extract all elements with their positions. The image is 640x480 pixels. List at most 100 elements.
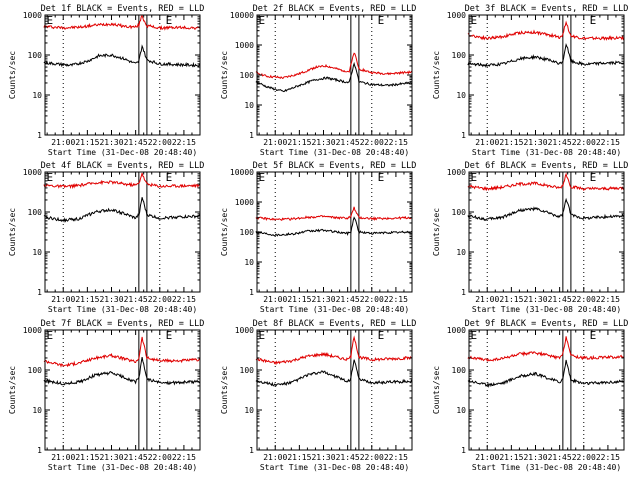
y-tick-label: 100 bbox=[452, 208, 467, 217]
events-series-line bbox=[43, 44, 201, 68]
x-tick-label: 21:30 bbox=[523, 138, 547, 147]
y-tick-label: 100 bbox=[240, 71, 255, 80]
plot-frame bbox=[44, 329, 201, 451]
x-axis-label: Start Time (31-Dec-08 20:48:40) bbox=[472, 305, 621, 314]
y-tick-label: 100 bbox=[28, 51, 43, 60]
y-tick-label: 1000 bbox=[23, 11, 42, 20]
x-axis-label: Start Time (31-Dec-08 20:48:40) bbox=[260, 148, 409, 157]
x-tick-label: 21:15 bbox=[75, 138, 99, 147]
x-tick-label: 21:45 bbox=[548, 295, 572, 304]
y-tick-label: 10 bbox=[456, 406, 466, 415]
marker-label-e: E bbox=[378, 14, 385, 27]
y-axis-label: Counts/sec bbox=[432, 366, 441, 414]
events-series-line bbox=[43, 197, 201, 223]
panel-title: Det 6f BLACK = Events, RED = LLD bbox=[465, 161, 629, 171]
y-tick-label: 10000 bbox=[230, 11, 254, 20]
y-axis-label: Counts/sec bbox=[8, 51, 17, 99]
x-tick-label: 22:00 bbox=[360, 138, 384, 147]
x-tick-label: 21:45 bbox=[124, 295, 148, 304]
events-series-line bbox=[255, 359, 413, 387]
x-tick-label: 21:00 bbox=[475, 295, 499, 304]
x-tick-label: 21:00 bbox=[475, 138, 499, 147]
x-tick-label: 21:15 bbox=[75, 453, 99, 462]
y-tick-label: 10 bbox=[32, 91, 42, 100]
marker-label-e: E bbox=[259, 14, 266, 27]
x-tick-label: 22:15 bbox=[596, 295, 620, 304]
marker-label-e: E bbox=[590, 14, 597, 27]
x-tick-label: 22:00 bbox=[572, 453, 596, 462]
y-tick-label: 10 bbox=[244, 101, 254, 110]
marker-label-e: E bbox=[259, 329, 266, 342]
x-tick-label: 22:15 bbox=[384, 453, 408, 462]
panel-det-1: E E 1 10 100 1000 21:00 21:15 21:30 21:45 22:00 22:… bbox=[8, 4, 204, 157]
marker-label-e: E bbox=[471, 14, 478, 27]
lld-series-line bbox=[255, 206, 413, 222]
x-tick-label: 21:00 bbox=[51, 138, 75, 147]
x-tick-label: 22:00 bbox=[360, 453, 384, 462]
y-tick-label: 1000 bbox=[447, 326, 466, 335]
x-tick-label: 21:45 bbox=[548, 138, 572, 147]
y-tick-label: 1 bbox=[461, 446, 466, 455]
x-tick-label: 22:15 bbox=[172, 295, 196, 304]
y-tick-label: 100 bbox=[240, 366, 255, 375]
y-tick-label: 1 bbox=[37, 288, 42, 297]
lld-series-line bbox=[467, 336, 625, 363]
marker-label-e: E bbox=[47, 14, 54, 27]
x-tick-label: 21:00 bbox=[475, 453, 499, 462]
y-tick-label: 10000 bbox=[230, 168, 254, 177]
events-series-line bbox=[467, 359, 624, 389]
marker-label-e: E bbox=[471, 329, 478, 342]
lld-series-line bbox=[255, 335, 413, 366]
x-tick-label: 21:30 bbox=[311, 295, 335, 304]
x-tick-label: 21:15 bbox=[75, 295, 99, 304]
x-tick-label: 21:15 bbox=[499, 138, 523, 147]
x-axis-label: Start Time (31-Dec-08 20:48:40) bbox=[48, 148, 197, 157]
x-tick-label: 21:00 bbox=[263, 453, 287, 462]
plot-frame bbox=[468, 329, 625, 451]
x-tick-label: 22:15 bbox=[596, 138, 620, 147]
x-tick-label: 22:15 bbox=[172, 138, 196, 147]
y-axis-label: Counts/sec bbox=[220, 366, 229, 414]
marker-label-e: E bbox=[471, 171, 478, 184]
marker-label-e: E bbox=[166, 329, 173, 342]
panel-title: Det 8f BLACK = Events, RED = LLD bbox=[253, 319, 417, 329]
y-tick-label: 1 bbox=[37, 131, 42, 140]
y-tick-label: 1000 bbox=[235, 198, 254, 207]
plot-frame bbox=[44, 14, 201, 136]
y-tick-label: 1 bbox=[461, 131, 466, 140]
y-tick-label: 1 bbox=[249, 288, 254, 297]
marker-label-e: E bbox=[166, 14, 173, 27]
y-tick-label: 1 bbox=[37, 446, 42, 455]
marker-label-e: E bbox=[47, 329, 54, 342]
x-tick-label: 22:00 bbox=[572, 295, 596, 304]
y-tick-label: 1 bbox=[461, 288, 466, 297]
panel-title: Det 1f BLACK = Events, RED = LLD bbox=[41, 4, 205, 14]
y-axis-label: Counts/sec bbox=[220, 208, 229, 256]
panel-det-8: E E 1 10 100 1000 21:00 21:15 21:30 21:45 22:00 22:… bbox=[220, 319, 416, 472]
x-tick-label: 21:30 bbox=[311, 453, 335, 462]
y-tick-label: 1000 bbox=[235, 41, 254, 50]
x-axis-label: Start Time (31-Dec-08 20:48:40) bbox=[260, 305, 409, 314]
y-tick-label: 1000 bbox=[447, 168, 466, 177]
panel-title: Det 9f BLACK = Events, RED = LLD bbox=[465, 319, 629, 329]
y-tick-label: 1 bbox=[249, 131, 254, 140]
marker-label-e: E bbox=[378, 329, 385, 342]
y-tick-label: 10 bbox=[32, 248, 42, 257]
plot-frame bbox=[44, 171, 201, 293]
y-axis-label: Counts/sec bbox=[220, 51, 229, 99]
panel-title: Det 4f BLACK = Events, RED = LLD bbox=[41, 161, 205, 171]
panel-title: Det 5f BLACK = Events, RED = LLD bbox=[253, 161, 417, 171]
x-tick-label: 21:30 bbox=[99, 295, 123, 304]
y-tick-label: 100 bbox=[240, 228, 255, 237]
events-series-line bbox=[467, 197, 625, 222]
x-tick-label: 21:30 bbox=[99, 138, 123, 147]
panel-det-6: E E 1 10 100 1000 21:00 21:15 21:30 21:45 22:00 22:… bbox=[432, 161, 628, 314]
panel-det-7: E E 1 10 100 1000 21:00 21:15 21:30 21:45 22:00 22:… bbox=[8, 319, 204, 472]
y-tick-label: 100 bbox=[452, 366, 467, 375]
x-tick-label: 21:30 bbox=[523, 453, 547, 462]
y-tick-label: 100 bbox=[28, 208, 43, 217]
x-tick-label: 21:15 bbox=[499, 295, 523, 304]
x-tick-label: 22:15 bbox=[384, 138, 408, 147]
